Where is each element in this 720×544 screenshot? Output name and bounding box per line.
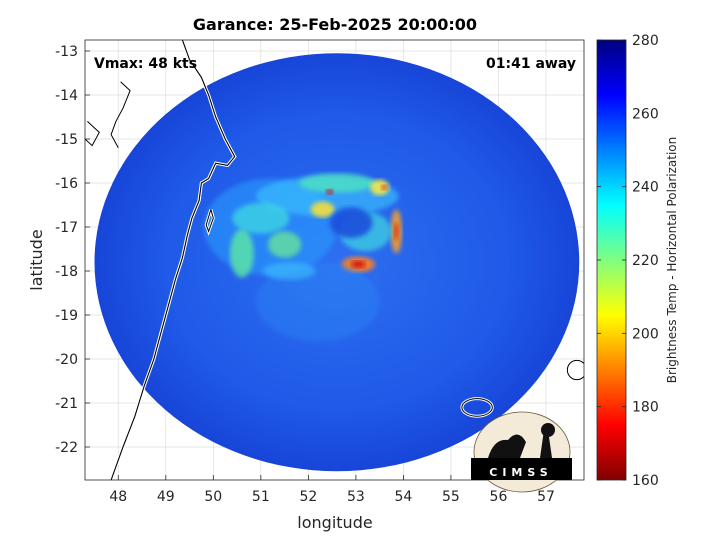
convection-feature	[351, 260, 366, 268]
convection-feature	[329, 207, 373, 239]
y-tick-label: -16	[55, 176, 78, 192]
y-tick-label: -15	[55, 132, 78, 148]
y-tick-label: -13	[55, 44, 78, 60]
convection-feature	[370, 179, 390, 196]
time-away-annotation: 01:41 away	[486, 56, 576, 72]
convection-feature	[393, 222, 399, 241]
convection-feature	[381, 184, 388, 191]
islands	[85, 81, 584, 418]
x-tick-label: 48	[109, 489, 127, 505]
swath-disc	[94, 53, 580, 472]
colorbar	[596, 39, 627, 481]
convection-feature	[310, 201, 335, 218]
x-axis-ticks: 48 49 50 51 52 53 54 55 56 57	[109, 475, 555, 505]
x-tick-label: 53	[347, 489, 365, 505]
x-tick-label: 50	[204, 489, 222, 505]
colorbar-label: Brightness Temp - Horizontal Polarizatio…	[665, 137, 679, 384]
y-tick-label: -18	[55, 264, 78, 280]
x-tick-label: 57	[537, 489, 555, 505]
coastline	[110, 40, 236, 480]
chart-title: Garance: 25-Feb-2025 20:00:00	[193, 15, 477, 34]
colorbar-tick-label: 240	[632, 180, 659, 196]
convection-feature	[267, 231, 302, 258]
coast-segment	[110, 81, 131, 149]
vmax-annotation: Vmax: 48 kts	[94, 56, 197, 72]
convection-feature	[232, 202, 290, 234]
island-outline	[205, 209, 214, 233]
x-tick-label: 55	[442, 489, 460, 505]
colorbar-tick-label: 200	[632, 326, 659, 342]
colorbar-tick-label: 160	[632, 473, 659, 489]
colorbar-tick-label: 180	[632, 400, 659, 416]
convection-feature	[325, 189, 334, 195]
y-tick-label: -14	[55, 88, 78, 104]
convection-feature	[256, 262, 380, 342]
colorbar-tick-label: 220	[632, 253, 659, 269]
convection-feature	[263, 262, 316, 280]
island-outline	[566, 359, 584, 381]
x-tick-label: 54	[394, 489, 412, 505]
island-outline	[461, 398, 493, 417]
cimss-logo: CIMSS	[471, 411, 572, 493]
logo-text: CIMSS	[489, 466, 552, 479]
y-tick-label: -20	[55, 352, 78, 368]
coast-segment	[85, 121, 100, 147]
x-axis-label: longitude	[297, 513, 372, 532]
y-tick-label: -22	[55, 440, 78, 456]
colorbar-ticks: 160 180 200 220 240 260 280	[597, 33, 659, 489]
convection-feature	[298, 173, 375, 193]
x-tick-label: 51	[252, 489, 270, 505]
y-tick-label: -21	[55, 396, 78, 412]
rain-bands	[203, 173, 402, 342]
colorbar-tick-label: 260	[632, 106, 659, 122]
colorbar-tick-label: 280	[632, 33, 659, 49]
y-tick-label: -19	[55, 308, 78, 324]
y-tick-label: -17	[55, 220, 78, 236]
plot-frame	[84, 39, 585, 481]
y-axis-ticks: -13 -14 -15 -16 -17 -18 -19 -20 -21 -22	[55, 44, 90, 456]
x-tick-label: 56	[490, 489, 508, 505]
x-tick-label: 52	[299, 489, 317, 505]
convection-feature	[229, 229, 254, 278]
y-axis-label: latitude	[27, 229, 46, 290]
x-tick-label: 49	[157, 489, 175, 505]
